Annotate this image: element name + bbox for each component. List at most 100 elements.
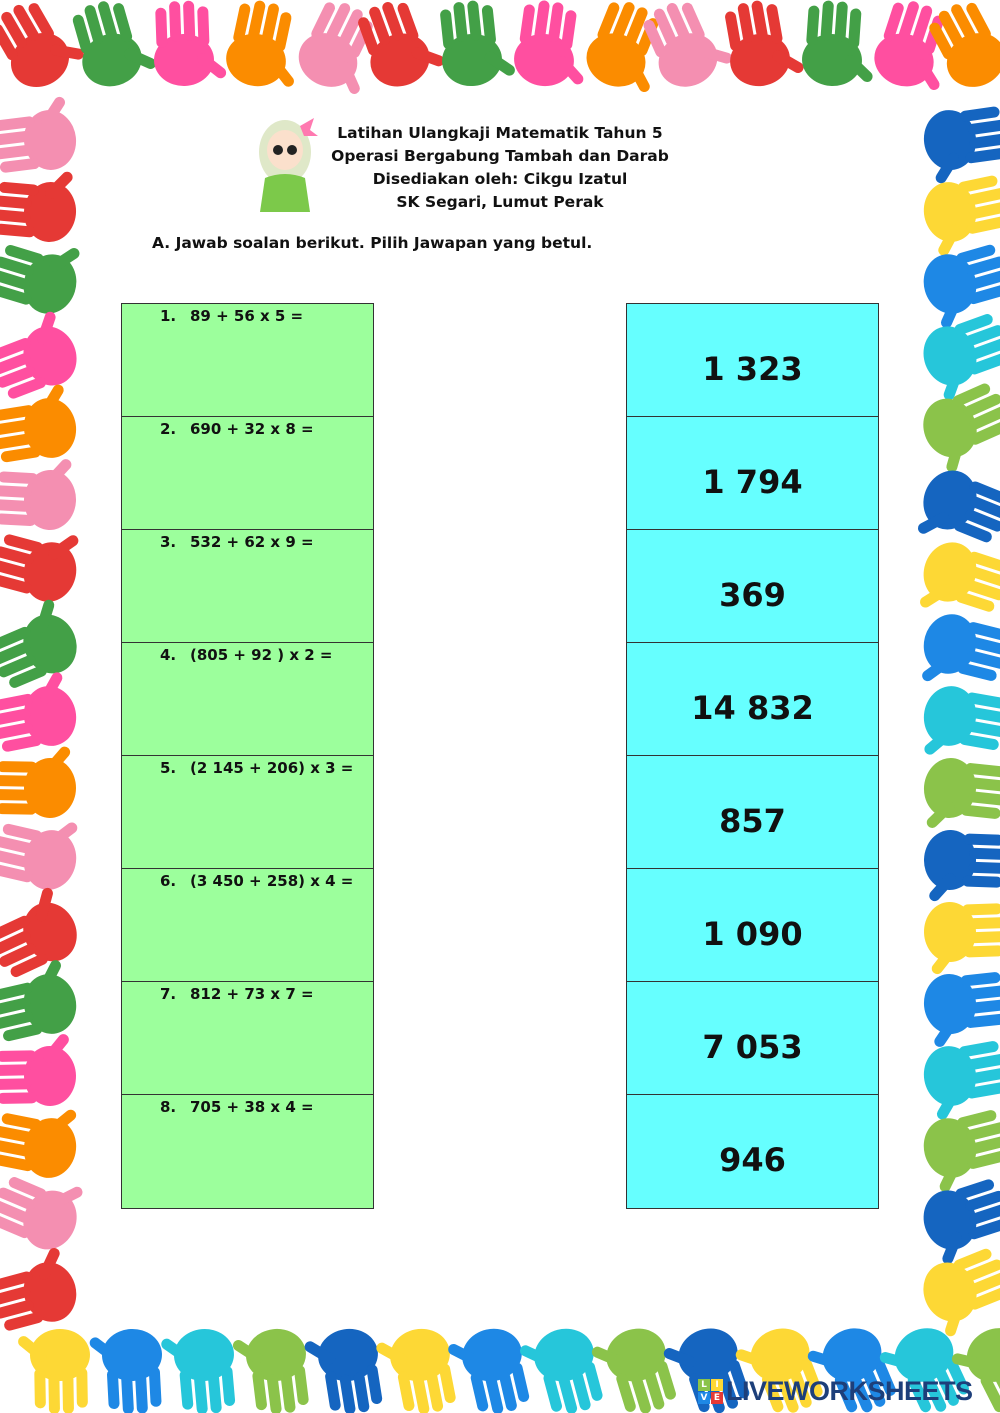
hand-print-icon (0, 245, 80, 314)
hand-print-icon (0, 746, 77, 818)
answer-option[interactable]: 7 053 (627, 982, 878, 1095)
hand-print-icon (879, 1328, 970, 1413)
question-number: 5. (160, 759, 177, 777)
hand-print-icon (226, 0, 294, 87)
hand-print-icon (923, 972, 1000, 1047)
hand-print-icon (0, 822, 78, 890)
question-text: 7. 812 + 73 x 7 = (160, 985, 314, 1003)
question-text: 1. 89 + 56 x 5 = (160, 307, 303, 325)
hand-print-icon (0, 96, 77, 173)
hand-print-icon (89, 1328, 162, 1413)
hand-print-icon (18, 1328, 90, 1413)
hand-print-icon (923, 1041, 1000, 1120)
question-cell[interactable]: 5. (2 145 + 206) x 3 = (122, 756, 373, 869)
hand-print-icon (376, 1328, 456, 1413)
hand-print-icon (0, 311, 77, 399)
header-title: Latihan Ulangkaji Matematik Tahun 5 (337, 124, 663, 142)
liveworksheets-logo: L I V E LIVEWORKSHEETS (698, 1376, 973, 1407)
hand-print-icon (591, 1328, 676, 1413)
hand-print-icon (874, 1, 944, 90)
header-school: SK Segari, Lumut Perak (396, 193, 604, 211)
hand-print-icon (807, 1328, 896, 1413)
answer-option[interactable]: 1 323 (627, 304, 878, 417)
answer-value: 1 794 (702, 463, 803, 501)
question-expression: 812 + 73 x 7 = (190, 985, 314, 1003)
hand-print-icon (161, 1328, 236, 1413)
answer-value: 1 323 (702, 350, 803, 388)
question-cell[interactable]: 7. 812 + 73 x 7 = (122, 982, 373, 1095)
answer-option[interactable]: 14 832 (627, 643, 878, 756)
question-number: 2. (160, 420, 177, 438)
question-text: 8. 705 + 38 x 4 = (160, 1098, 314, 1116)
answer-value: 857 (719, 802, 786, 840)
hand-print-icon (0, 960, 77, 1042)
answers-column: 1 323 1 794 369 14 832 857 1 090 7 053 946 (626, 303, 879, 1209)
question-number: 8. (160, 1098, 177, 1116)
question-number: 3. (160, 533, 177, 551)
question-expression: 705 + 38 x 4 = (190, 1098, 314, 1116)
hand-print-icon (0, 1109, 77, 1178)
hand-print-icon (725, 0, 804, 87)
hand-print-icon (0, 459, 77, 530)
question-number: 4. (160, 646, 177, 664)
hand-print-icon (0, 1247, 77, 1331)
question-expression: (805 + 92 ) x 2 = (190, 646, 333, 664)
question-expression: 532 + 62 x 9 = (190, 533, 314, 551)
hand-print-icon (922, 614, 1000, 682)
logo-text: LIVEWORKSHEETS (726, 1376, 973, 1406)
hand-print-icon (917, 470, 1000, 543)
hand-print-icon (0, 1034, 77, 1106)
hand-print-icon (802, 0, 873, 87)
answer-option[interactable]: 1 794 (627, 417, 878, 530)
question-number: 6. (160, 872, 177, 890)
hand-print-icon (923, 1110, 1000, 1192)
question-cell[interactable]: 2. 690 + 32 x 8 = (122, 417, 373, 530)
question-cell[interactable]: 3. 532 + 62 x 9 = (122, 530, 373, 643)
worksheet-header: Latihan Ulangkaji Matematik Tahun 5 Oper… (300, 122, 700, 214)
question-number: 7. (160, 985, 177, 1003)
hand-print-icon (951, 1328, 1000, 1413)
question-cell[interactable]: 4. (805 + 92 ) x 2 = (122, 643, 373, 756)
logo-letter: L (698, 1379, 710, 1391)
header-author: Disediakan oleh: Cikgu Izatul (372, 170, 628, 188)
hand-print-icon (0, 3, 84, 88)
question-text: 6. (3 450 + 258) x 4 = (160, 872, 353, 890)
answer-option[interactable]: 946 (627, 1095, 878, 1208)
hand-print-icon (643, 2, 733, 87)
hand-print-icon (514, 0, 584, 87)
hand-print-icon (923, 758, 1000, 828)
answer-value: 1 090 (702, 915, 803, 953)
question-text: 5. (2 145 + 206) x 3 = (160, 759, 353, 777)
answer-option[interactable]: 1 090 (627, 869, 878, 982)
hand-print-icon (0, 171, 77, 242)
hand-print-icon (923, 830, 1000, 902)
hand-print-icon (923, 686, 1000, 755)
question-cell[interactable]: 1. 89 + 56 x 5 = (122, 304, 373, 417)
hand-print-icon (304, 1328, 383, 1413)
hand-print-icon (232, 1328, 309, 1413)
hand-print-icon (923, 902, 1000, 975)
question-expression: (3 450 + 258) x 4 = (190, 872, 354, 890)
hand-print-icon (586, 2, 659, 93)
hand-print-icon (0, 672, 77, 752)
instruction: A. Jawab soalan berikut. Pilih Jawapan y… (152, 234, 593, 252)
question-text: 2. 690 + 32 x 8 = (160, 420, 314, 438)
hand-print-icon (0, 1177, 83, 1250)
hand-print-icon (920, 542, 1000, 612)
hand-print-icon (923, 1248, 1000, 1337)
hand-print-icon (923, 244, 1000, 329)
hand-print-icon (923, 314, 1000, 401)
hand-print-icon (448, 1328, 530, 1413)
logo-letter: V (698, 1392, 710, 1404)
hand-print-icon (519, 1328, 603, 1413)
question-cell[interactable]: 8. 705 + 38 x 4 = (122, 1095, 373, 1208)
question-expression: (2 145 + 206) x 3 = (190, 759, 354, 777)
answer-value: 14 832 (691, 689, 814, 727)
question-expression: 89 + 56 x 5 = (190, 307, 304, 325)
answer-option[interactable]: 857 (627, 756, 878, 869)
question-cell[interactable]: 6. (3 450 + 258) x 4 = (122, 869, 373, 982)
hand-print-icon (358, 2, 445, 87)
answer-option[interactable]: 369 (627, 530, 878, 643)
answer-value: 7 053 (702, 1028, 803, 1066)
